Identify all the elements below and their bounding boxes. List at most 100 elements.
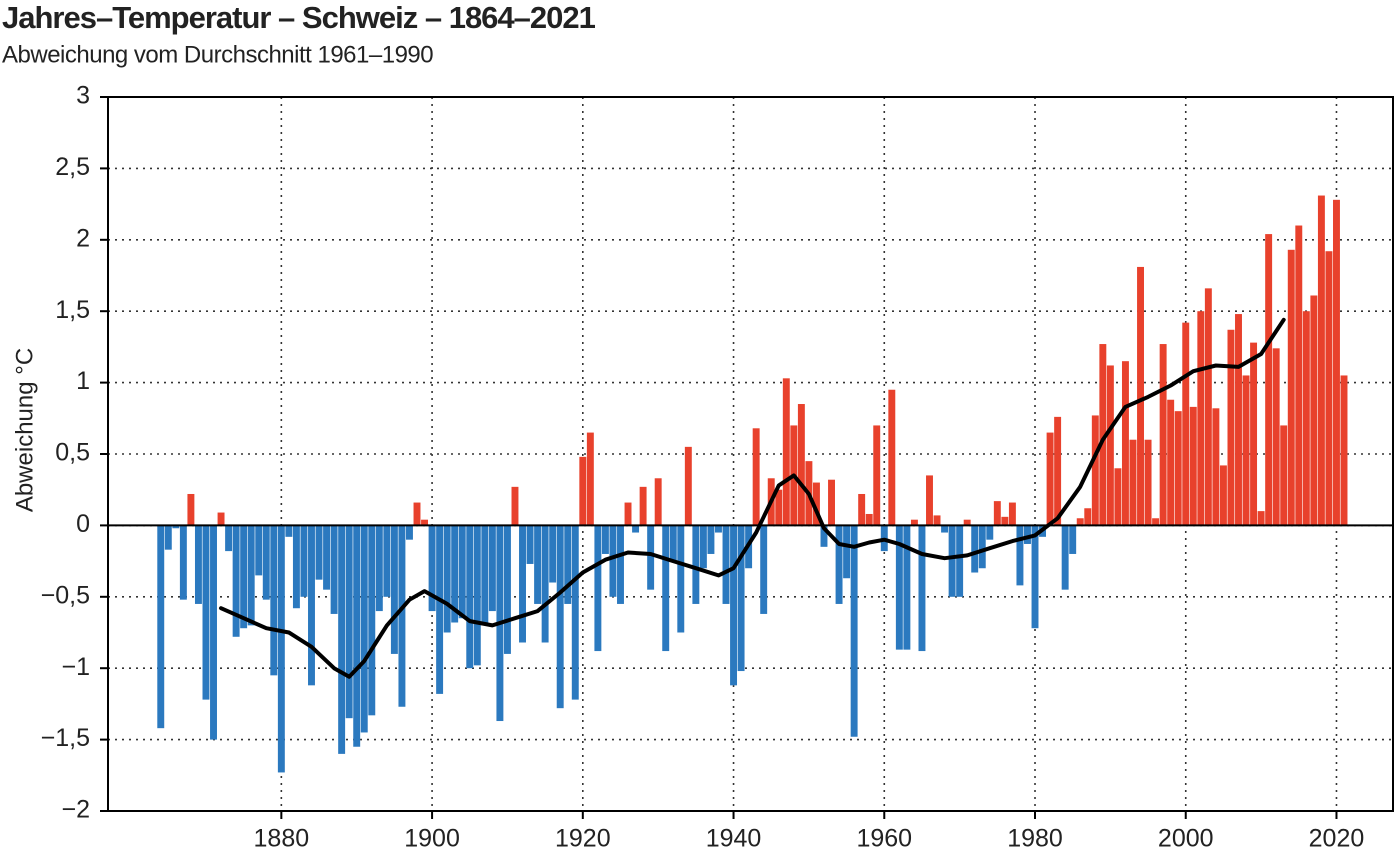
bar xyxy=(210,525,217,740)
bar xyxy=(353,525,361,747)
bar xyxy=(1121,361,1129,526)
bar xyxy=(315,525,323,580)
bar xyxy=(473,525,481,666)
bar xyxy=(601,525,609,554)
y-tick-label: 2,5 xyxy=(55,153,90,181)
bar xyxy=(1227,329,1235,526)
bar xyxy=(300,525,308,597)
bar xyxy=(760,525,768,614)
bar xyxy=(1129,439,1137,526)
bar xyxy=(1099,344,1107,526)
bar xyxy=(1031,525,1039,629)
bar xyxy=(594,525,602,652)
bar xyxy=(466,525,474,669)
bar xyxy=(541,525,549,643)
bar xyxy=(1174,411,1182,526)
bar xyxy=(722,525,730,604)
bar xyxy=(609,525,617,597)
plot-frame xyxy=(107,96,1394,812)
bar xyxy=(933,515,941,526)
bar xyxy=(240,525,248,629)
bar xyxy=(669,525,677,562)
bar xyxy=(956,525,964,597)
bar xyxy=(782,378,790,526)
bar xyxy=(217,512,225,526)
bar xyxy=(1212,408,1220,526)
bar xyxy=(368,525,376,716)
bar xyxy=(1280,425,1288,526)
bar xyxy=(730,525,738,686)
bar xyxy=(903,525,911,650)
bar xyxy=(948,525,956,597)
bar xyxy=(1144,439,1152,526)
bar xyxy=(1159,344,1167,526)
bar xyxy=(1257,511,1265,526)
bar xyxy=(828,479,835,526)
bar xyxy=(1204,288,1212,526)
bar xyxy=(1272,348,1280,526)
y-tick-label: −1 xyxy=(61,653,90,681)
y-tick-label: 3 xyxy=(76,82,90,110)
bar xyxy=(812,482,820,526)
bar xyxy=(1008,502,1016,526)
y-tick-label: 2 xyxy=(76,224,90,252)
bar xyxy=(398,525,406,707)
x-tick-label: 1960 xyxy=(856,825,912,853)
bar xyxy=(843,525,851,579)
bar xyxy=(1310,295,1318,526)
bar xyxy=(1069,525,1077,554)
bar xyxy=(617,525,624,604)
bar xyxy=(488,525,496,612)
bar xyxy=(775,489,783,526)
bar xyxy=(1333,199,1340,526)
bar xyxy=(699,525,707,569)
bar xyxy=(1016,525,1024,586)
bar xyxy=(1197,311,1205,526)
x-tick-label: 1940 xyxy=(706,825,762,853)
x-tick-label: 2000 xyxy=(1158,825,1214,853)
bar xyxy=(345,525,353,719)
bar xyxy=(157,525,165,729)
bar xyxy=(820,525,828,547)
bar xyxy=(1114,468,1122,526)
bar xyxy=(330,525,338,614)
bar xyxy=(835,525,843,604)
bar xyxy=(895,525,903,650)
bar xyxy=(850,525,858,737)
bar xyxy=(338,525,346,754)
bar xyxy=(993,501,1001,526)
x-tick-label: 1920 xyxy=(555,825,611,853)
bar xyxy=(654,478,662,526)
bar xyxy=(888,389,896,526)
bar xyxy=(179,525,187,600)
bar xyxy=(1084,508,1092,526)
bar xyxy=(1265,234,1273,526)
bar xyxy=(458,525,466,619)
bar xyxy=(1325,251,1333,526)
y-tick-label: −2 xyxy=(61,796,90,824)
bar xyxy=(277,525,285,773)
y-tick-label: 0 xyxy=(76,510,90,538)
bar xyxy=(1106,365,1114,526)
y-tick-label: 1 xyxy=(76,367,90,395)
bar xyxy=(1167,399,1175,526)
bar xyxy=(503,525,511,654)
y-axis-label: Abweichung °C xyxy=(11,348,38,512)
bar xyxy=(375,525,383,612)
bar xyxy=(1091,415,1099,526)
bar xyxy=(692,525,700,604)
bar xyxy=(413,502,421,526)
bar xyxy=(1250,342,1258,526)
bar xyxy=(571,525,579,700)
bar xyxy=(865,513,873,526)
bar xyxy=(519,525,526,643)
bar xyxy=(164,525,172,550)
y-tick-label: −0,5 xyxy=(41,581,90,609)
chart-title: Jahres–Temperatur – Schweiz – 1864–2021 xyxy=(2,0,596,35)
bar xyxy=(232,525,240,637)
bar xyxy=(549,525,557,583)
bar xyxy=(1287,249,1295,526)
bar xyxy=(1076,518,1084,526)
bar xyxy=(639,486,647,526)
bar xyxy=(255,525,263,576)
